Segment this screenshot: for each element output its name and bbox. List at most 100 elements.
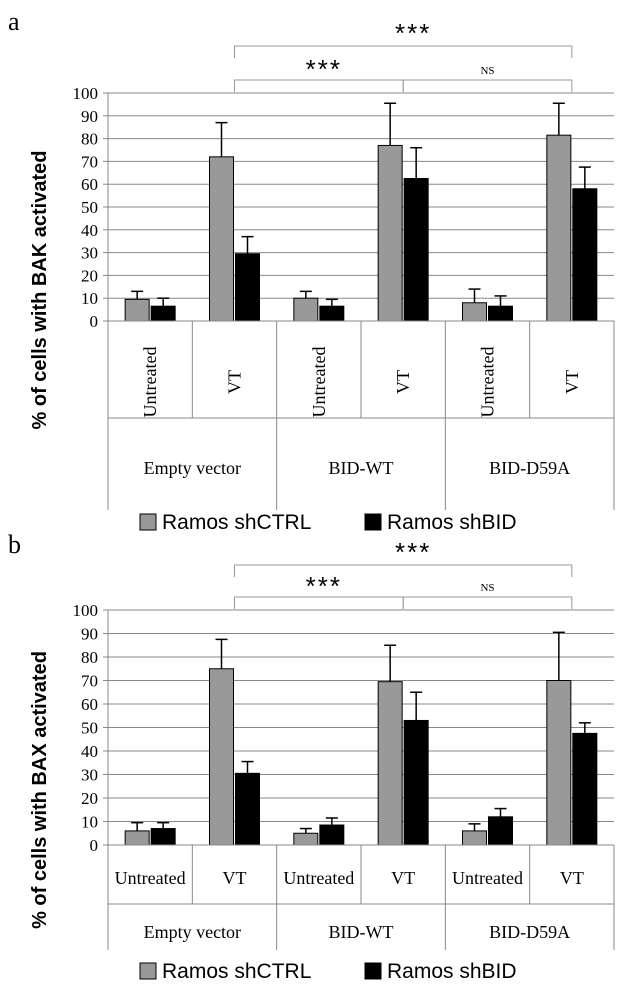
y-tick-label: 20 bbox=[81, 789, 98, 808]
significance-label: *** bbox=[306, 54, 342, 84]
category-label: Untreated bbox=[452, 868, 523, 888]
significance-bracket bbox=[402, 79, 573, 92]
y-tick-label: 60 bbox=[81, 175, 98, 194]
bar-ramos-shbid bbox=[488, 816, 513, 846]
y-tick-label: 40 bbox=[81, 221, 98, 240]
y-tick-label: 10 bbox=[81, 813, 98, 832]
legend-label: Ramos shBID bbox=[387, 511, 517, 534]
bar-ramos-shctrl bbox=[124, 298, 150, 322]
bar-ramos-shctrl bbox=[462, 830, 487, 846]
y-tick-label: 100 bbox=[73, 601, 99, 620]
bar-ramos-shctrl bbox=[209, 668, 234, 846]
y-tick-label: 70 bbox=[81, 152, 98, 171]
significance-bracket bbox=[234, 45, 573, 58]
category-label: VT bbox=[562, 370, 582, 394]
panel-b-significance: *** *** NS bbox=[234, 537, 573, 609]
group-label: BID-D59A bbox=[489, 922, 570, 942]
panel-b-bars bbox=[124, 668, 598, 846]
significance-label: *** bbox=[395, 537, 431, 567]
category-label: VT bbox=[225, 370, 245, 394]
bar-ramos-shbid bbox=[150, 305, 176, 322]
bar-ramos-shctrl bbox=[377, 681, 403, 846]
panel-a-error-bars bbox=[131, 102, 591, 307]
panel-a-chart: a % of cells with BAK activated 0 10 20 30 4… bbox=[8, 7, 615, 534]
significance-label: NS bbox=[480, 65, 494, 77]
legend-swatch bbox=[364, 962, 382, 980]
legend-swatch bbox=[364, 513, 382, 531]
significance-label: *** bbox=[395, 18, 431, 48]
category-label: VT bbox=[223, 868, 247, 888]
y-tick-label: 100 bbox=[73, 84, 99, 103]
y-tick-label: 80 bbox=[81, 130, 98, 149]
bar-ramos-shbid bbox=[488, 305, 513, 322]
bar-ramos-shbid bbox=[572, 732, 598, 846]
y-tick-label: 20 bbox=[81, 266, 98, 285]
panel-a-axes: 0 10 20 30 40 50 60 70 80 90 100 Untreated VT Untreat… bbox=[73, 84, 615, 510]
category-label: Untreated bbox=[115, 868, 186, 888]
group-label: Empty vector bbox=[144, 458, 241, 478]
category-label: Untreated bbox=[478, 347, 498, 418]
bar-ramos-shbid bbox=[403, 719, 429, 846]
y-tick-label: 40 bbox=[81, 742, 98, 761]
legend-label: Ramos shBID bbox=[387, 960, 517, 983]
panel-b-y-axis-label: % of cells with BAX activated bbox=[29, 651, 51, 929]
significance-label: *** bbox=[306, 571, 342, 601]
significance-label: NS bbox=[480, 582, 494, 594]
bar-ramos-shbid bbox=[319, 824, 345, 846]
bar-ramos-shbid bbox=[235, 772, 260, 846]
y-tick-label: 50 bbox=[81, 719, 98, 738]
legend-label: Ramos shCTRL bbox=[162, 960, 311, 983]
bar-ramos-shctrl bbox=[462, 302, 487, 322]
category-label: VT bbox=[393, 370, 413, 394]
significance-bracket bbox=[402, 596, 573, 609]
legend-label: Ramos shCTRL bbox=[162, 511, 311, 534]
legend-swatch bbox=[139, 513, 157, 531]
y-tick-label: 30 bbox=[81, 244, 98, 263]
panel-a-significance: *** *** NS bbox=[234, 18, 573, 92]
panel-b-legend: Ramos shCTRL Ramos shBID bbox=[139, 960, 517, 983]
panel-a-legend: Ramos shCTRL Ramos shBID bbox=[139, 511, 517, 534]
bar-ramos-shbid bbox=[572, 188, 598, 322]
panel-b-error-bars bbox=[131, 631, 591, 834]
panel-b-gridlines bbox=[108, 609, 614, 822]
significance-bracket bbox=[234, 564, 573, 577]
y-tick-label: 60 bbox=[81, 695, 98, 714]
panel-a-gridlines bbox=[108, 92, 614, 299]
bar-ramos-shctrl bbox=[546, 680, 572, 846]
group-label: BID-WT bbox=[329, 458, 394, 478]
bar-ramos-shctrl bbox=[546, 134, 572, 322]
panel-b-chart: b % of cells with BAX activated 0 10 20 30 4… bbox=[8, 530, 615, 983]
y-tick-label: 50 bbox=[81, 198, 98, 217]
y-tick-label: 10 bbox=[81, 289, 98, 308]
category-label: Untreated bbox=[140, 347, 160, 418]
bar-ramos-shbid bbox=[319, 305, 345, 322]
bar-ramos-shctrl bbox=[209, 156, 234, 322]
group-label: BID-WT bbox=[329, 922, 394, 942]
panel-a-y-axis-label: % of cells with BAK activated bbox=[29, 151, 51, 430]
y-tick-label: 0 bbox=[90, 312, 99, 331]
y-tick-label: 0 bbox=[90, 836, 99, 855]
category-label: Untreated bbox=[283, 868, 354, 888]
panel-a-bars bbox=[124, 134, 598, 322]
bar-ramos-shbid bbox=[235, 253, 260, 322]
legend-swatch bbox=[139, 962, 157, 980]
y-tick-label: 90 bbox=[81, 625, 98, 644]
panel-b-label: b bbox=[8, 530, 21, 559]
panel-b-axes: 0 10 20 30 40 50 60 70 80 90 100 Untreated VT Untreat… bbox=[73, 601, 615, 950]
bar-ramos-shctrl bbox=[377, 144, 403, 322]
group-label: Empty vector bbox=[144, 922, 241, 942]
bar-ramos-shbid bbox=[150, 828, 176, 846]
y-tick-label: 70 bbox=[81, 672, 98, 691]
bar-ramos-shctrl bbox=[293, 832, 319, 846]
bar-ramos-shbid bbox=[403, 178, 429, 322]
category-label: VT bbox=[560, 868, 584, 888]
y-tick-label: 30 bbox=[81, 766, 98, 785]
bar-ramos-shctrl bbox=[293, 297, 319, 322]
category-label: Untreated bbox=[309, 347, 329, 418]
bar-ramos-shctrl bbox=[124, 830, 150, 846]
y-tick-label: 80 bbox=[81, 648, 98, 667]
group-label: BID-D59A bbox=[489, 458, 570, 478]
category-label: VT bbox=[391, 868, 415, 888]
